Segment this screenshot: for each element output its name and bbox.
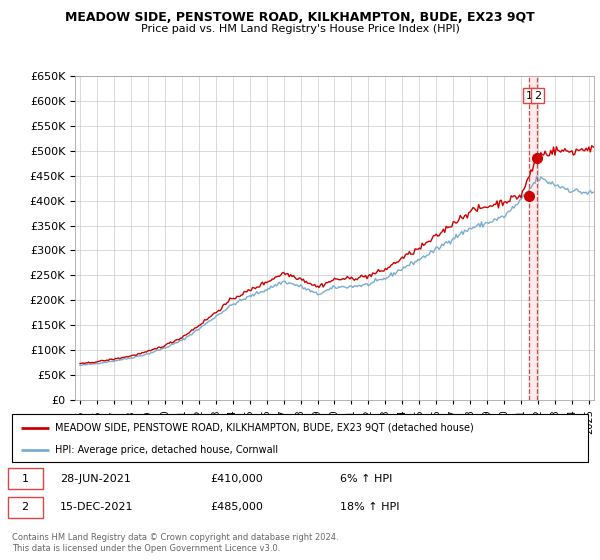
Bar xyxy=(529,76,537,400)
Text: Contains HM Land Registry data © Crown copyright and database right 2024.
This d: Contains HM Land Registry data © Crown c… xyxy=(12,533,338,553)
Text: 15-DEC-2021: 15-DEC-2021 xyxy=(60,502,133,512)
Text: 6% ↑ HPI: 6% ↑ HPI xyxy=(340,474,392,484)
Text: MEADOW SIDE, PENSTOWE ROAD, KILKHAMPTON, BUDE, EX23 9QT: MEADOW SIDE, PENSTOWE ROAD, KILKHAMPTON,… xyxy=(65,11,535,24)
Text: 2: 2 xyxy=(534,91,541,101)
FancyBboxPatch shape xyxy=(8,497,43,517)
Text: MEADOW SIDE, PENSTOWE ROAD, KILKHAMPTON, BUDE, EX23 9QT (detached house): MEADOW SIDE, PENSTOWE ROAD, KILKHAMPTON,… xyxy=(55,423,474,433)
Text: £410,000: £410,000 xyxy=(210,474,263,484)
FancyBboxPatch shape xyxy=(12,414,588,462)
Text: Price paid vs. HM Land Registry's House Price Index (HPI): Price paid vs. HM Land Registry's House … xyxy=(140,24,460,34)
Text: £485,000: £485,000 xyxy=(210,502,263,512)
Text: 2: 2 xyxy=(22,502,29,512)
Text: 1: 1 xyxy=(526,91,533,101)
FancyBboxPatch shape xyxy=(8,468,43,489)
Text: 1: 1 xyxy=(22,474,29,484)
Text: HPI: Average price, detached house, Cornwall: HPI: Average price, detached house, Corn… xyxy=(55,445,278,455)
Text: 28-JUN-2021: 28-JUN-2021 xyxy=(60,474,131,484)
Text: 18% ↑ HPI: 18% ↑ HPI xyxy=(340,502,400,512)
